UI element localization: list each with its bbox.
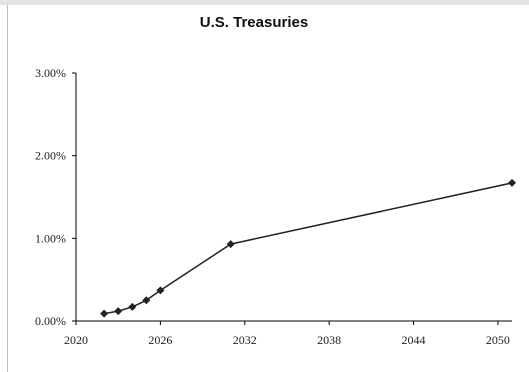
- x-tick-label: 2038: [317, 333, 341, 347]
- data-point-marker: [100, 309, 109, 318]
- chart-title: U.S. Treasuries: [200, 14, 308, 31]
- x-tick-label: 2032: [233, 333, 257, 347]
- y-tick-label: 2.00%: [35, 149, 66, 163]
- x-tick-label: 2026: [148, 333, 172, 347]
- y-tick-label: 1.00%: [35, 231, 66, 245]
- series-line: [103, 182, 513, 315]
- data-point-marker: [156, 286, 165, 295]
- y-tick-label: 3.00%: [35, 66, 66, 80]
- top-band: [0, 0, 529, 5]
- series-group: [100, 178, 516, 318]
- x-tick-label: 2044: [402, 333, 426, 347]
- x-axis-ticks: 2020 2026 2032 2038 2044 2050: [64, 321, 510, 347]
- x-tick-label: 2020: [64, 333, 88, 347]
- data-point-marker: [114, 307, 123, 316]
- data-point-marker: [128, 302, 137, 311]
- data-point-marker: [508, 178, 516, 187]
- y-tick-label: 0.00%: [35, 314, 66, 328]
- data-point-marker: [226, 240, 235, 249]
- data-point-marker: [142, 296, 151, 305]
- x-tick-label: 2050: [486, 333, 510, 347]
- y-axis-ticks: 0.00% 1.00% 2.00% 3.00%: [35, 66, 76, 328]
